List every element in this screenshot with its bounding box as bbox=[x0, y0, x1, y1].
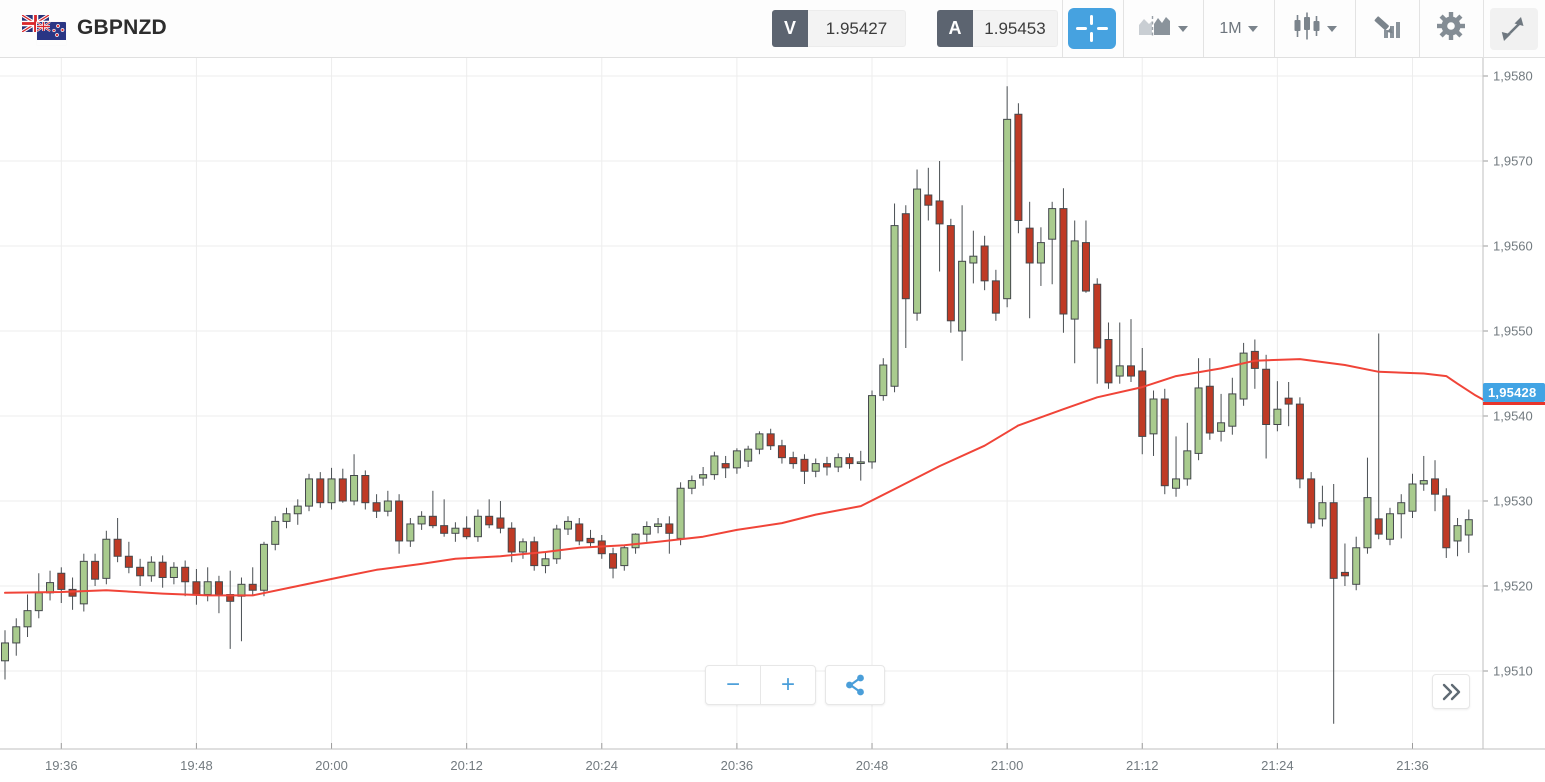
crosshair-button[interactable] bbox=[1068, 8, 1116, 49]
svg-text:20:36: 20:36 bbox=[721, 758, 754, 773]
expand-arrows-icon bbox=[1501, 17, 1524, 41]
buy-badge[interactable]: A bbox=[937, 10, 973, 47]
bid-price[interactable]: 1.95427 bbox=[808, 10, 906, 47]
compare-charts-button[interactable] bbox=[1123, 0, 1203, 57]
svg-text:20:00: 20:00 bbox=[315, 758, 348, 773]
svg-text:1,9530: 1,9530 bbox=[1493, 494, 1533, 509]
chevron-down-icon bbox=[1326, 25, 1337, 32]
share-icon bbox=[846, 674, 864, 696]
chart-canvas[interactable]: 1,9580 1,9570 1,9560 1,9550 1,9540 1,9530 1,95… bbox=[0, 58, 1545, 782]
ask-quote[interactable]: A 1.95453 bbox=[937, 10, 1058, 47]
zoom-controls: − + bbox=[705, 665, 816, 705]
svg-text:1,9580: 1,9580 bbox=[1493, 69, 1533, 84]
separator bbox=[1123, 0, 1124, 57]
zoom-in-button[interactable]: + bbox=[780, 671, 795, 698]
gear-icon bbox=[1436, 11, 1466, 46]
page-title: GBPNZD bbox=[77, 16, 167, 39]
double-chevron-right-icon bbox=[1442, 683, 1461, 700]
compare-charts-icon bbox=[1138, 14, 1172, 43]
fullscreen-button[interactable] bbox=[1490, 8, 1538, 50]
settings-button[interactable] bbox=[1419, 0, 1483, 57]
crosshair-icon bbox=[1076, 27, 1087, 30]
chevron-down-icon bbox=[1247, 25, 1258, 32]
svg-text:21:12: 21:12 bbox=[1126, 758, 1159, 773]
ask-price[interactable]: 1.95453 bbox=[973, 10, 1058, 47]
svg-text:20:24: 20:24 bbox=[586, 758, 619, 773]
svg-text:1,9540: 1,9540 bbox=[1493, 409, 1533, 424]
share-button[interactable] bbox=[825, 665, 885, 705]
separator bbox=[1355, 0, 1356, 57]
svg-text:1,9560: 1,9560 bbox=[1493, 239, 1533, 254]
svg-text:21:24: 21:24 bbox=[1261, 758, 1294, 773]
svg-text:1,9510: 1,9510 bbox=[1493, 664, 1533, 679]
svg-text:1,9570: 1,9570 bbox=[1493, 154, 1533, 169]
zoom-out-button[interactable]: − bbox=[706, 666, 761, 704]
chart-header: GBPNZD V 1.95427 A 1.95453 bbox=[0, 0, 1545, 58]
interval-dropdown[interactable]: 1M bbox=[1203, 0, 1274, 57]
separator bbox=[1203, 0, 1204, 57]
collapse-panel-button[interactable] bbox=[1432, 674, 1470, 709]
separator bbox=[1483, 0, 1484, 57]
svg-text:21:36: 21:36 bbox=[1396, 758, 1429, 773]
svg-text:19:36: 19:36 bbox=[45, 758, 78, 773]
separator bbox=[1274, 0, 1275, 57]
svg-text:21:00: 21:00 bbox=[991, 758, 1024, 773]
draw-indicator-icon bbox=[1372, 13, 1402, 44]
separator bbox=[1419, 0, 1420, 57]
current-price-label: 1,95428 bbox=[1483, 383, 1545, 402]
svg-text:1,9550: 1,9550 bbox=[1493, 324, 1533, 339]
chart-container: 1,9580 1,9570 1,9560 1,9550 1,9540 1,9530 1,95… bbox=[0, 58, 1545, 782]
interval-label: 1M bbox=[1219, 19, 1242, 37]
candlestick-icon bbox=[1293, 12, 1321, 45]
separator bbox=[1062, 0, 1063, 57]
chart-type-dropdown[interactable] bbox=[1274, 0, 1355, 57]
drawing-tools-button[interactable] bbox=[1355, 0, 1419, 57]
bid-quote[interactable]: V 1.95427 bbox=[772, 10, 906, 47]
chevron-down-icon bbox=[1178, 25, 1188, 32]
current-price-marker bbox=[1483, 402, 1545, 405]
svg-text:20:12: 20:12 bbox=[450, 758, 483, 773]
svg-text:20:48: 20:48 bbox=[856, 758, 889, 773]
svg-text:19:48: 19:48 bbox=[180, 758, 213, 773]
nzd-flag-icon bbox=[36, 21, 67, 46]
svg-text:1,9520: 1,9520 bbox=[1493, 579, 1533, 594]
sell-badge[interactable]: V bbox=[772, 10, 808, 47]
